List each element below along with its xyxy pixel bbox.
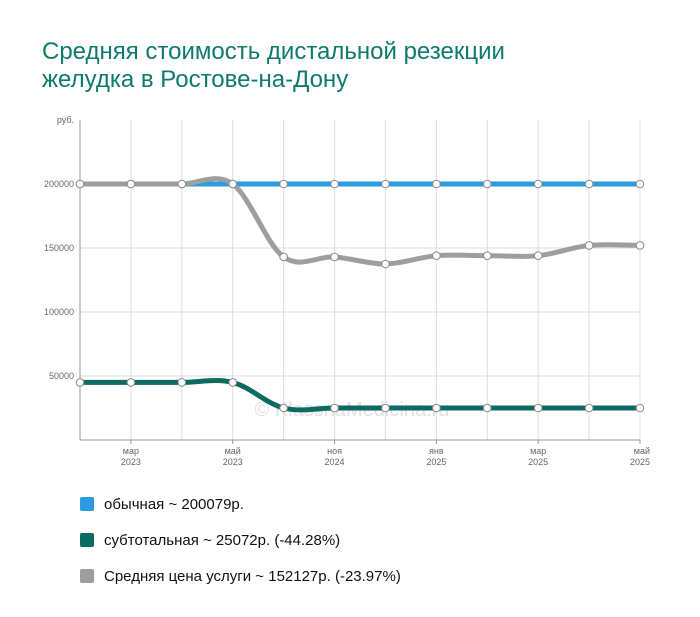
data-point[interactable] [482,179,492,189]
legend-swatch [80,497,94,511]
chart-title-line-2: желудка в Ростове-на-Дону [42,66,349,93]
y-tick-label: 100000 [44,307,74,317]
legend: обычная ~ 200079р. субтотальная ~ 25072р.… [80,486,401,594]
data-point[interactable] [75,179,85,189]
data-point[interactable] [635,403,645,413]
data-point[interactable] [635,179,645,189]
data-point[interactable] [381,179,390,189]
series-lines [77,176,643,413]
data-point[interactable] [482,403,492,413]
y-tick-label: 150000 [44,243,74,253]
data-point[interactable] [635,241,645,250]
y-unit-label: руб. [57,115,74,125]
x-tick-label-year: 2023 [223,457,243,467]
x-tick-label-year: 2024 [325,457,345,467]
x-tick-label-year: 2023 [121,457,141,467]
data-point[interactable] [177,378,187,387]
data-point[interactable] [75,378,85,387]
x-tick-label-month: май [225,446,241,456]
data-point[interactable] [533,403,543,413]
data-point[interactable] [330,403,339,413]
series-points [75,179,645,413]
legend-item[interactable]: субтотальная ~ 25072р. (-44.28%) [80,522,401,558]
y-tick-label: 50000 [49,371,74,381]
legend-item[interactable]: обычная ~ 200079р. [80,486,401,522]
legend-label: Средняя цена услуги ~ 152127р. (-23.97%) [104,567,401,585]
data-point[interactable] [126,378,136,387]
x-tick-label-month: мар [123,446,139,456]
data-point[interactable] [330,179,339,189]
chart-title: Средняя стоимость дистальной резекции же… [42,38,662,94]
data-point[interactable] [228,179,238,189]
data-point[interactable] [584,241,594,250]
data-point[interactable] [381,403,390,413]
x-tick-label-month: мар [530,446,546,456]
y-tick-label: 200000 [44,179,74,189]
line-chart: 50000100000150000200000руб.мар2023май202… [44,115,650,467]
data-point[interactable] [584,179,594,189]
series-line [77,176,643,267]
legend-item[interactable]: Средняя цена услуги ~ 152127р. (-23.97%) [80,558,401,594]
data-point[interactable] [533,251,543,260]
x-tick-label-month: янв [429,446,444,456]
legend-swatch [80,533,94,547]
x-tick-label-year: 2025 [630,457,650,467]
data-point[interactable] [126,179,136,189]
data-point[interactable] [279,179,288,189]
x-tick-label-month: май [634,446,650,456]
data-point[interactable] [279,252,288,262]
legend-swatch [80,569,94,583]
x-tick-label-year: 2025 [426,457,446,467]
data-point[interactable] [584,403,594,413]
x-tick-label-month: ноя [327,446,342,456]
x-tick-label-year: 2025 [528,457,548,467]
data-point[interactable] [330,252,339,262]
data-point[interactable] [533,179,543,189]
data-point[interactable] [279,403,288,413]
data-point[interactable] [228,378,238,387]
data-point[interactable] [432,179,441,189]
data-point[interactable] [381,259,390,269]
chart-title-line-1: Средняя стоимость дистальной резекции [42,38,505,65]
data-point[interactable] [432,251,441,260]
legend-label: обычная ~ 200079р. [104,495,244,513]
data-point[interactable] [432,403,441,413]
legend-label: субтотальная ~ 25072р. (-44.28%) [104,531,341,549]
data-point[interactable] [177,179,187,189]
grid [79,120,641,440]
data-point[interactable] [482,251,492,260]
